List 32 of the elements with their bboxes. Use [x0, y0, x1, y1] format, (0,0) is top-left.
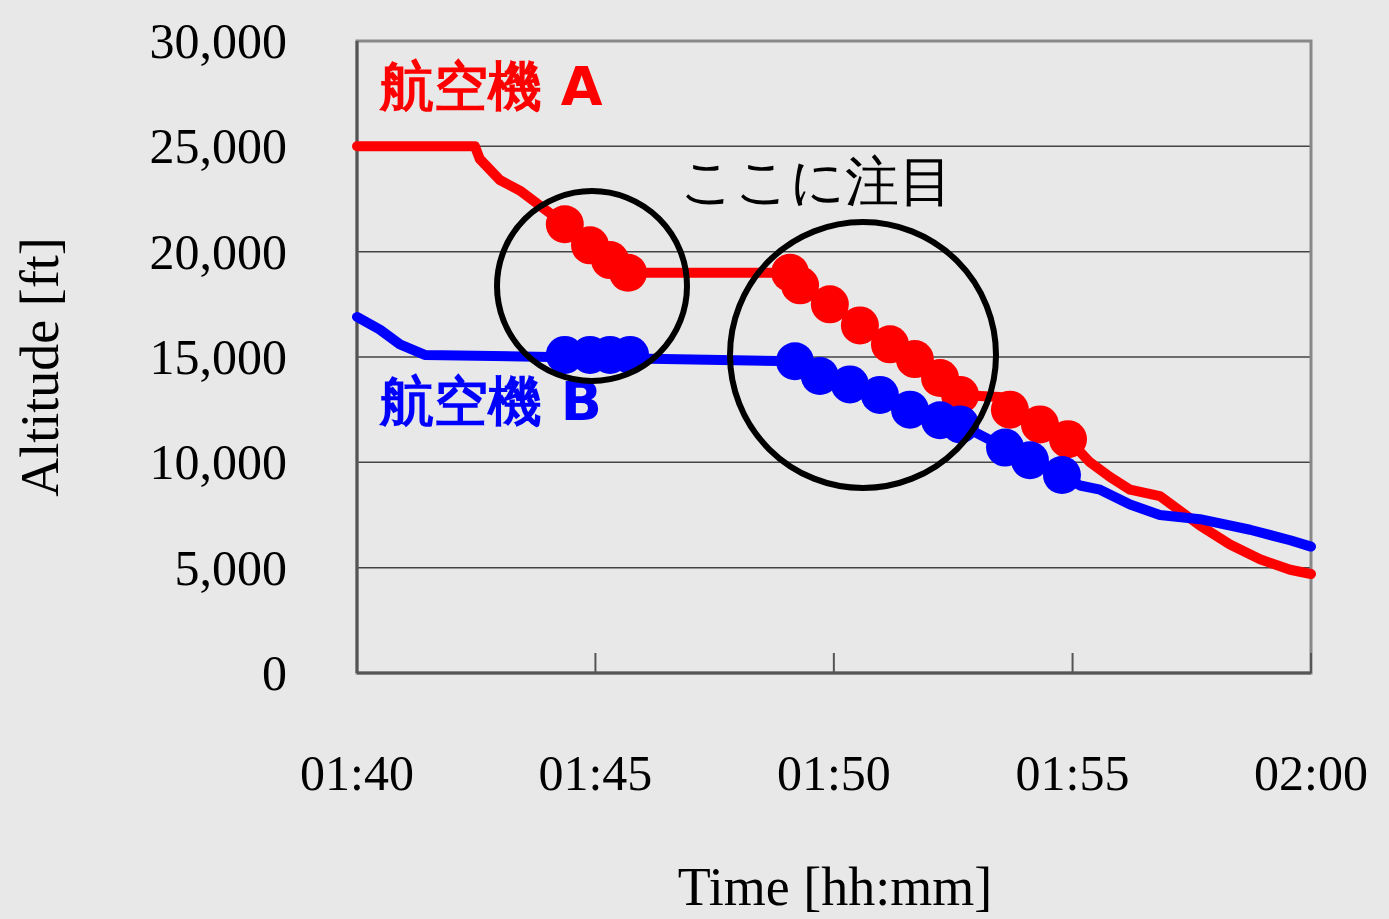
y-axis-title: Altitude [ft]	[10, 237, 70, 497]
series-label: 航空機 A	[378, 55, 603, 118]
x-tick-label: 02:00	[1254, 745, 1368, 801]
point	[895, 340, 934, 379]
y-tick-label: 5,000	[174, 539, 287, 596]
x-tick-label: 01:40	[300, 745, 414, 801]
point	[609, 253, 648, 292]
y-tick-label: 25,000	[149, 118, 287, 175]
x-axis-title: Time [hh:mm]	[677, 857, 993, 917]
y-tick-label: 15,000	[149, 329, 287, 385]
y-tick-label: 20,000	[149, 223, 287, 280]
point	[545, 205, 584, 244]
point	[800, 356, 839, 395]
annotation: ここに注目	[680, 150, 953, 213]
y-tick-label: 30,000	[149, 13, 287, 69]
point	[990, 390, 1029, 429]
point	[890, 390, 929, 429]
point	[781, 266, 820, 305]
point	[840, 306, 879, 345]
point	[830, 365, 869, 404]
point	[1042, 455, 1081, 494]
point	[860, 375, 899, 414]
y-tick-label: 10,000	[149, 434, 287, 491]
point	[1010, 441, 1049, 480]
x-tick-label: 01:50	[776, 745, 891, 801]
y-tick-label: 0	[262, 645, 287, 701]
series-label: 航空機 B	[378, 370, 602, 433]
point	[810, 285, 849, 324]
point	[1048, 420, 1087, 459]
x-tick-label: 01:45	[538, 745, 653, 801]
x-tick-label: 01:55	[1015, 745, 1130, 801]
point	[1020, 405, 1059, 444]
